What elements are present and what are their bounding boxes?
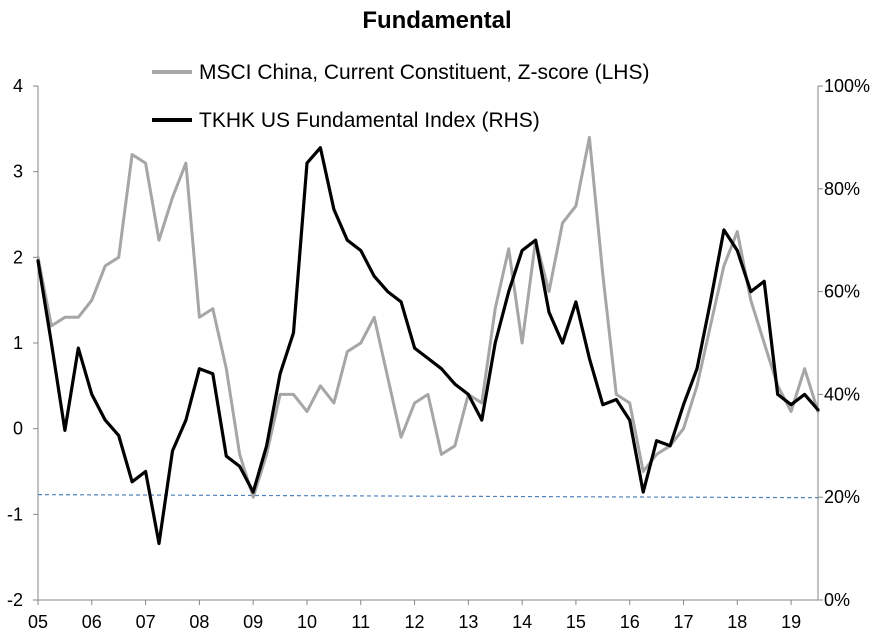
y-tick-label: 4 (13, 76, 23, 96)
reference-line-group (37, 494, 819, 499)
x-tick-label: 14 (512, 612, 532, 632)
series-line-msci (36, 135, 820, 499)
x-tick-label: 12 (405, 612, 425, 632)
y2-tick-label: 0% (824, 590, 850, 610)
y-tick-label: -2 (7, 590, 23, 610)
y2-tick-label: 80% (824, 179, 860, 199)
y2-tick-label: 60% (824, 282, 860, 302)
y-tick-label: 1 (13, 333, 23, 353)
y-tick-label: 0 (13, 419, 23, 439)
x-tick-label: 05 (28, 612, 48, 632)
y-tick-label: -1 (7, 504, 23, 524)
x-tick-label: 07 (136, 612, 156, 632)
x-tick-label: 19 (781, 612, 801, 632)
x-tick-label: 18 (727, 612, 747, 632)
x-tick-label: 10 (297, 612, 317, 632)
legend-label-tkhk: TKHK US Fundamental Index (RHS) (199, 109, 540, 132)
y2-tick-label: 20% (824, 487, 860, 507)
y2-tick-label: 40% (824, 384, 860, 404)
series-group (36, 135, 820, 546)
y-tick-label: 3 (13, 162, 23, 182)
chart-title: Fundamental (362, 7, 511, 34)
x-tick-label: 17 (674, 612, 694, 632)
reference-line (37, 494, 819, 499)
legend-label-msci: MSCI China, Current Constituent, Z-score… (199, 61, 649, 84)
y2-tick-label: 100% (824, 76, 870, 96)
x-tick-label: 15 (566, 612, 586, 632)
legend: MSCI China, Current Constituent, Z-score… (152, 61, 649, 132)
x-tick-label: 13 (458, 612, 478, 632)
x-tick-label: 11 (351, 612, 370, 632)
x-tick-label: 16 (620, 612, 640, 632)
series-line-tkhk (36, 146, 820, 546)
x-tick-label: 06 (82, 612, 102, 632)
x-tick-label: 08 (189, 612, 209, 632)
y-tick-label: 2 (13, 247, 23, 267)
x-tick-label: 09 (243, 612, 263, 632)
